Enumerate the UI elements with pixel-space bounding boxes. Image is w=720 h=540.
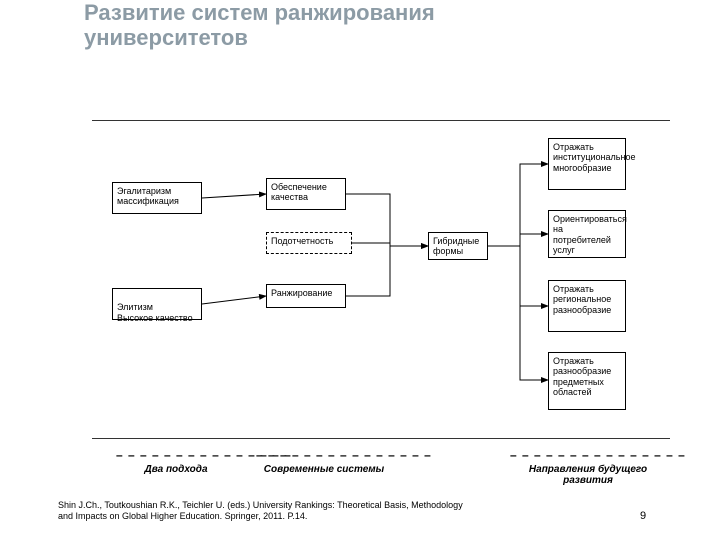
node-out-regional: Отражать региональное разнообразие <box>548 280 626 332</box>
title-line1: Развитие систем ранжирования <box>84 0 435 25</box>
node-hybrid: Гибридные формы <box>428 232 488 260</box>
node-accountability: Подотчетность <box>266 232 352 254</box>
node-text: Отражать разнообразие предметных областе… <box>553 356 611 397</box>
col2-label: Современные системы <box>254 464 394 475</box>
slide-title: Развитие систем ранжирования университет… <box>84 0 435 51</box>
col2-dashes: – – – – – – – – – – – – – – – <box>256 448 432 462</box>
node-out-consumers: Ориентироваться на потребителей услуг <box>548 210 626 258</box>
page-number: 9 <box>640 510 646 522</box>
node-egalitarianism: Эгалитаризм массификация <box>112 182 202 214</box>
col1-label: Два подхода <box>126 464 226 475</box>
node-ranking: Ранжирование <box>266 284 346 308</box>
col3-label: Направления будущего развития <box>518 464 658 486</box>
title-line2: университетов <box>84 25 248 50</box>
node-text: Элитизм Высокое качество <box>117 302 193 322</box>
node-out-diversity: Отражать институциональное многообразие <box>548 138 626 190</box>
node-text: Подотчетность <box>271 236 333 246</box>
node-text: Отражать институциональное многообразие <box>553 142 635 173</box>
rule-top <box>92 120 670 121</box>
node-quality: Обеспечение качества <box>266 178 346 210</box>
node-text: Эгалитаризм массификация <box>117 186 179 206</box>
node-text: Обеспечение качества <box>271 182 327 202</box>
node-text: Гибридные формы <box>433 236 479 256</box>
citation: Shin J.Ch., Toutkoushian R.K., Teichler … <box>58 500 578 523</box>
node-elitism: Элитизм Высокое качество <box>112 288 202 320</box>
col3-dashes: – – – – – – – – – – – – – – – <box>510 448 686 462</box>
node-text: Отражать региональное разнообразие <box>553 284 611 315</box>
node-text: Ранжирование <box>271 288 332 298</box>
node-out-subjects: Отражать разнообразие предметных областе… <box>548 352 626 410</box>
node-text: Ориентироваться на потребителей услуг <box>553 214 627 255</box>
rule-bottom <box>92 438 670 439</box>
